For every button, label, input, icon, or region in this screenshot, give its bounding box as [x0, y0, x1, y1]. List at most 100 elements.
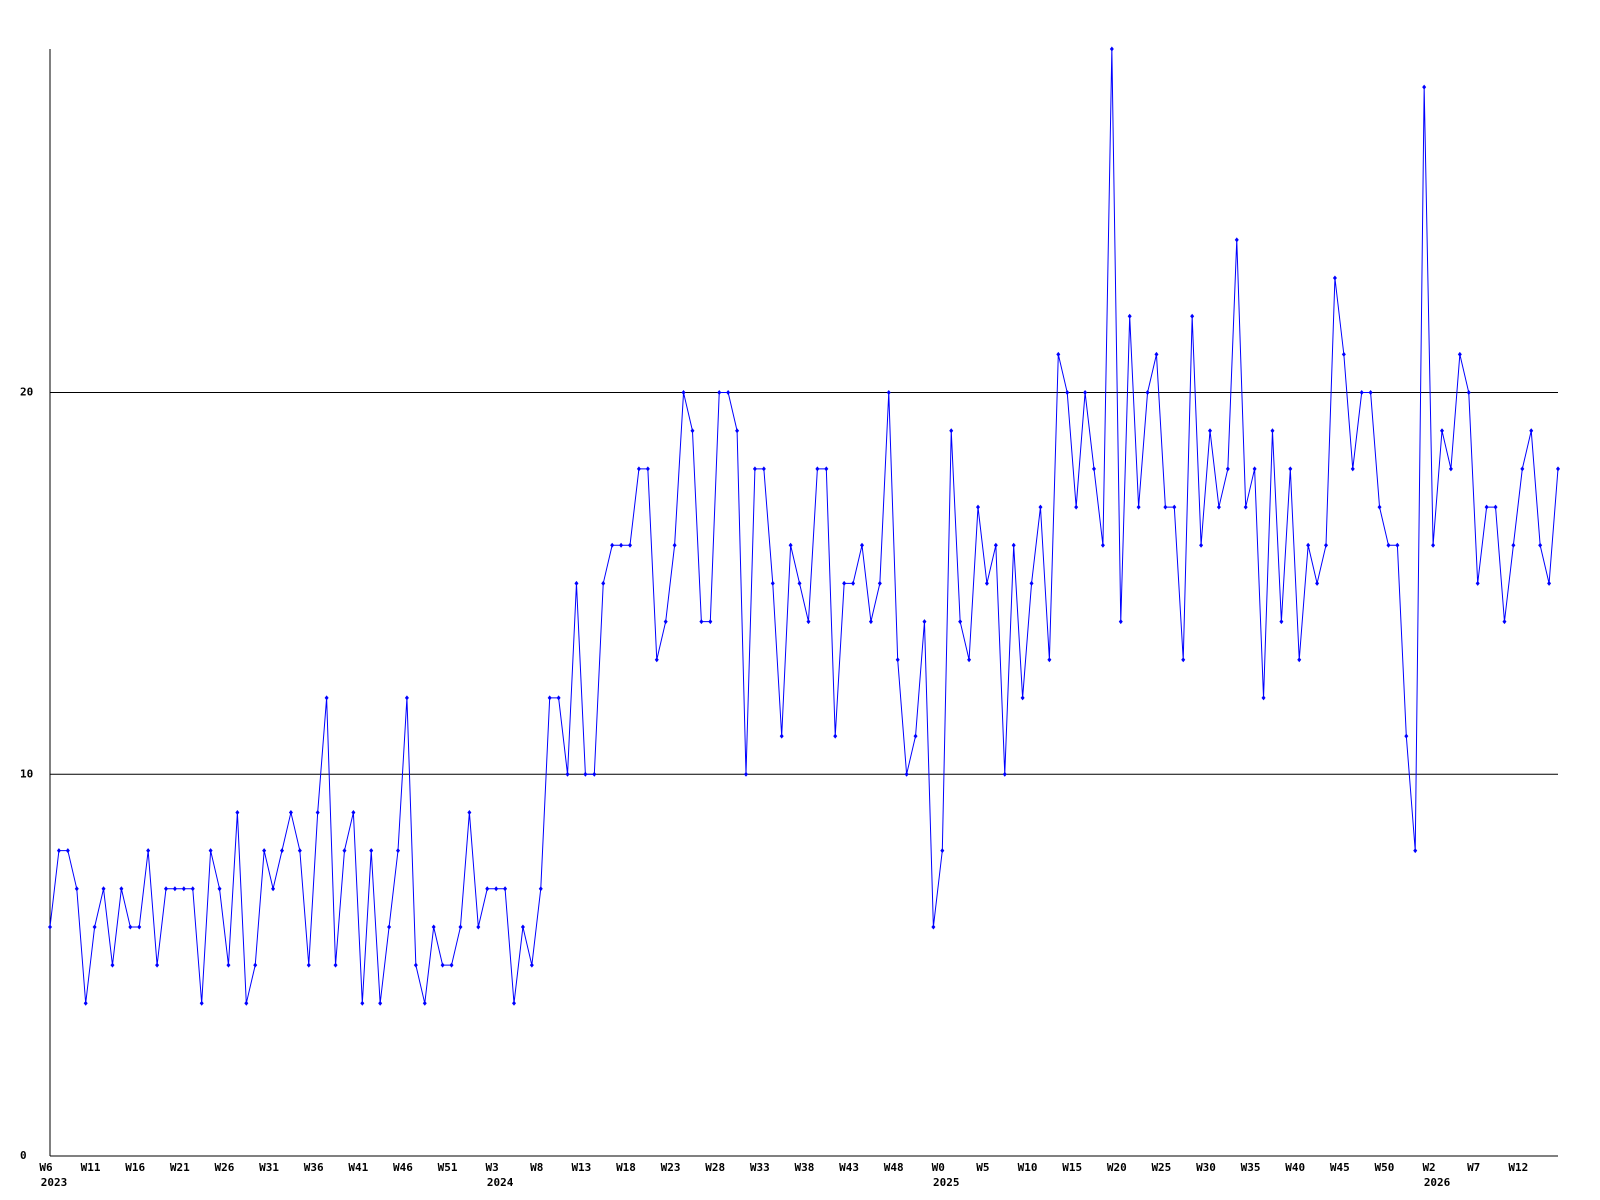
point-marker [271, 886, 276, 892]
y-tick-label: 0 [20, 1149, 27, 1162]
point-marker [1556, 466, 1560, 472]
point-marker [1011, 542, 1016, 548]
point-marker [797, 580, 802, 586]
point-marker [538, 886, 543, 892]
point-marker [83, 1000, 88, 1006]
point-marker [1145, 390, 1150, 396]
x-tick-label: W50 [1375, 1161, 1395, 1174]
point-marker [547, 695, 552, 701]
point-marker [520, 924, 525, 930]
point-marker [645, 466, 650, 472]
point-marker [976, 504, 980, 510]
point-marker [1422, 84, 1427, 90]
point-marker [1234, 237, 1239, 243]
point-marker [1431, 542, 1436, 548]
point-marker [1136, 504, 1141, 510]
point-marker [931, 924, 936, 930]
point-marker [1493, 504, 1498, 510]
point-marker [190, 886, 195, 892]
point-marker [529, 962, 534, 968]
x-tick-label: W18 [616, 1161, 636, 1174]
x-tick-label: W51 [438, 1161, 458, 1174]
point-marker [663, 619, 668, 625]
x-tick-label: W26 [215, 1161, 235, 1174]
point-marker [779, 733, 784, 739]
x-tick-label: W45 [1330, 1161, 1350, 1174]
point-marker [735, 428, 740, 434]
point-marker [137, 924, 142, 930]
point-marker [1288, 466, 1293, 472]
point-marker [851, 580, 856, 586]
point-marker [422, 1000, 427, 1006]
point-marker [1457, 351, 1462, 357]
x-tick-label: W6 [39, 1161, 53, 1174]
point-marker [860, 542, 864, 548]
point-marker [1386, 542, 1391, 548]
point-marker [949, 428, 954, 434]
point-marker [1368, 390, 1373, 396]
point-marker [752, 466, 757, 472]
point-marker [1047, 657, 1052, 663]
point-marker [244, 1000, 249, 1006]
point-marker [993, 542, 998, 548]
point-marker [1243, 504, 1248, 510]
point-marker [967, 657, 972, 663]
x-tick-label: W36 [304, 1161, 324, 1174]
point-marker [503, 886, 508, 892]
point-marker [681, 390, 686, 396]
point-marker [1181, 657, 1186, 663]
point-marker [110, 962, 115, 968]
point-marker [592, 771, 597, 777]
x-year-label: 2024 [487, 1176, 514, 1189]
y-tick-label: 10 [20, 767, 33, 780]
point-marker [1074, 504, 1079, 510]
point-marker [1261, 695, 1266, 701]
point-marker [1172, 504, 1177, 510]
x-tick-label: W25 [1151, 1161, 1171, 1174]
point-marker [155, 962, 160, 968]
point-marker [699, 619, 704, 625]
point-marker [1216, 504, 1221, 510]
x-tick-label: W7 [1467, 1161, 1480, 1174]
point-marker [877, 580, 882, 586]
point-marker [1404, 733, 1409, 739]
point-marker [1083, 390, 1088, 396]
point-marker [199, 1000, 204, 1006]
point-marker [556, 695, 561, 701]
point-marker [101, 886, 106, 892]
point-marker [378, 1000, 383, 1006]
x-year-label: 2023 [41, 1176, 68, 1189]
point-marker [351, 809, 356, 815]
point-marker [494, 886, 499, 892]
point-marker [1100, 542, 1105, 548]
point-marker [922, 619, 927, 625]
point-marker [262, 848, 267, 854]
point-marker [1315, 580, 1320, 586]
x-tick-label: W38 [795, 1161, 815, 1174]
point-marker [1350, 466, 1355, 472]
point-marker [1092, 466, 1096, 472]
point-marker [324, 695, 329, 701]
point-marker [690, 428, 695, 434]
point-marker [119, 886, 124, 892]
point-marker [342, 848, 347, 854]
x-tick-label: W3 [486, 1161, 499, 1174]
point-marker [1529, 428, 1534, 434]
point-marker [1252, 466, 1257, 472]
x-tick-label: W43 [839, 1161, 859, 1174]
point-marker [1297, 657, 1302, 663]
point-marker [1190, 313, 1195, 319]
point-marker [984, 580, 989, 586]
point-marker [1377, 504, 1382, 510]
point-marker [708, 619, 713, 625]
point-marker [1511, 542, 1516, 548]
point-marker [672, 542, 677, 548]
x-tick-label: W21 [170, 1161, 190, 1174]
point-marker [1154, 351, 1159, 357]
point-marker [628, 542, 632, 548]
point-marker [1038, 504, 1043, 510]
x-tick-label: W31 [259, 1161, 279, 1174]
point-marker [574, 580, 579, 586]
x-tick-label: W41 [348, 1161, 368, 1174]
